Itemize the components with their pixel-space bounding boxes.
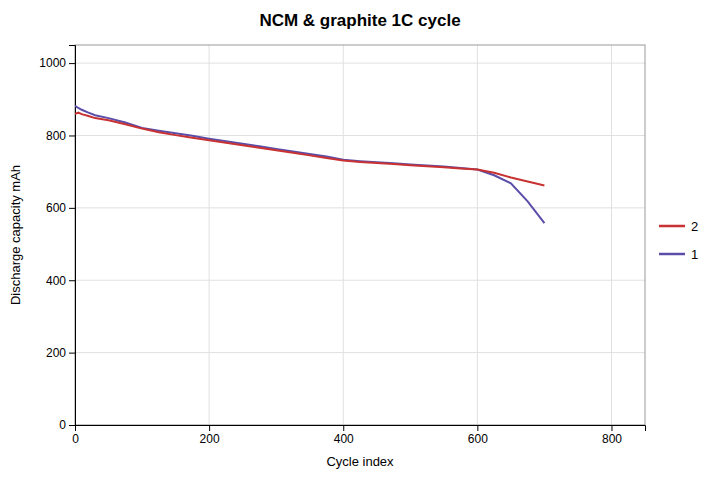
title: NCM & graphite 1C cycle <box>259 11 460 30</box>
series-line <box>75 106 544 223</box>
tick-mark <box>69 135 75 136</box>
tick-mark <box>343 425 344 431</box>
tick-label: 400 <box>334 432 354 446</box>
legend-item: 2 <box>659 219 698 234</box>
grid-line <box>75 135 645 136</box>
tick-label: 800 <box>46 129 66 143</box>
grid-line <box>477 45 478 425</box>
legend-label: 1 <box>691 247 698 262</box>
grid-line <box>343 45 344 425</box>
tick-mark <box>209 425 210 431</box>
grid-line <box>75 280 645 281</box>
tick-label: 600 <box>468 432 488 446</box>
tick: 0 <box>72 425 79 446</box>
x-axis: 0 200 400 600 800 <box>72 425 645 446</box>
tick: 600 <box>46 201 75 215</box>
tick: 600 <box>468 425 488 446</box>
grid <box>75 45 645 425</box>
tick-label: 1000 <box>39 56 66 70</box>
tick-label: 0 <box>72 432 79 446</box>
grid-line <box>209 45 210 425</box>
tick: 400 <box>46 274 75 288</box>
tick: 800 <box>602 425 622 446</box>
plot: 0 200 400 600 800 0 200 400 600 800 1000 <box>39 45 645 446</box>
plot-frame <box>75 45 645 425</box>
tick: 800 <box>46 129 75 143</box>
tick-label: 0 <box>59 418 66 432</box>
tick-label: 800 <box>602 432 622 446</box>
lines <box>75 106 544 223</box>
legend-item: 1 <box>659 247 698 262</box>
tick-label: 200 <box>200 432 220 446</box>
legend-swatch <box>659 253 685 256</box>
tick-mark <box>69 353 75 354</box>
tick: 200 <box>200 425 220 446</box>
tick-mark <box>69 425 75 426</box>
grid-line <box>75 352 645 353</box>
y-axis-title: Discharge capacity mAh <box>8 165 23 305</box>
grid-line <box>611 45 612 425</box>
legend-label: 2 <box>691 219 698 234</box>
tick-mark <box>69 63 75 64</box>
grid-line <box>75 63 645 64</box>
tick: 400 <box>334 425 354 446</box>
tick: 200 <box>46 346 75 360</box>
axis-domain <box>69 46 76 426</box>
tick-label: 400 <box>46 274 66 288</box>
tick-mark <box>477 425 478 431</box>
chart: 0 200 400 600 800 0 200 400 600 800 1000 NCM & grap… <box>0 0 720 480</box>
axis-domain <box>76 426 646 432</box>
tick-label: 600 <box>46 201 66 215</box>
legend-swatch <box>659 225 685 228</box>
tick-mark <box>69 208 75 209</box>
x-axis-title: Cycle index <box>326 454 394 469</box>
tick-mark <box>611 425 612 431</box>
series-line <box>75 113 544 186</box>
grid-line <box>75 207 645 208</box>
y-axis: 0 200 400 600 800 1000 <box>39 46 75 433</box>
tick-label: 200 <box>46 346 66 360</box>
tick-mark <box>69 280 75 281</box>
tick: 1000 <box>39 56 75 70</box>
tick: 0 <box>59 418 75 432</box>
legend: 21 <box>659 219 698 262</box>
